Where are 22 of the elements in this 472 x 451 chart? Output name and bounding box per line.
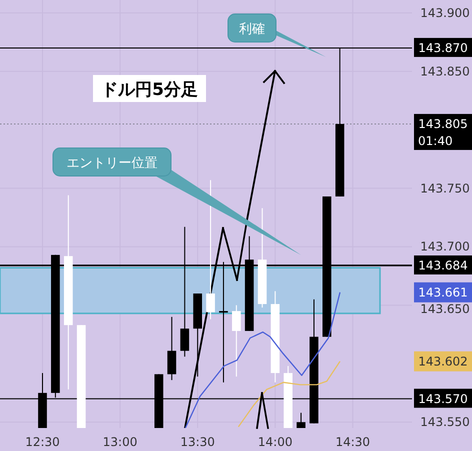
annotation: 利確 (239, 22, 265, 37)
text: ドル円5分足 (101, 80, 198, 100)
ref-line-label: 143.870 (418, 40, 468, 55)
y-tick-label: 143.650 (420, 302, 470, 316)
ref-line-label: 143.805 01:40 (418, 116, 468, 148)
ref-line-label: 143.684 (418, 258, 468, 272)
y-tick-label: 143.750 (420, 181, 470, 196)
y-tick-label: 143.550 (420, 415, 470, 430)
x-tick-label: 13:30 (180, 435, 215, 449)
x-tick-label: 12:30 (25, 435, 60, 449)
text: 143.602 (418, 354, 468, 368)
y-tick-label: 143.900 (420, 6, 470, 20)
annotation: エントリー位置 (66, 156, 158, 171)
line-series (184, 292, 341, 429)
x-tick-label: 14:30 (335, 435, 370, 449)
y-tick-label: 143.850 (420, 64, 470, 78)
y-tick-label: 143.700 (420, 240, 470, 254)
ref-line-label: 143.570 (418, 392, 468, 406)
x-tick-label: 13:00 (102, 435, 138, 449)
x-tick-label: 14:00 (258, 435, 292, 449)
text: 143.661 (418, 285, 468, 300)
line-series (238, 360, 341, 428)
